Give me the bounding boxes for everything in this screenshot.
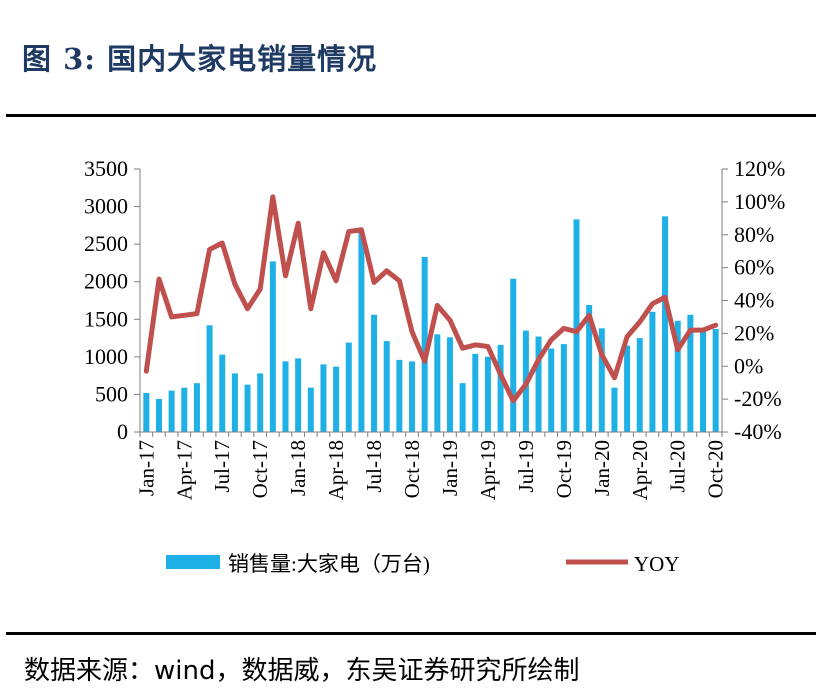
bar-May-18 bbox=[345, 342, 352, 432]
bar-Jan-17 bbox=[143, 392, 150, 432]
bar-Feb-19 bbox=[459, 383, 466, 432]
bar-Jul-20 bbox=[674, 320, 681, 432]
bar-Nov-19 bbox=[573, 219, 580, 432]
bar-Jul-17 bbox=[219, 354, 226, 432]
bar-Mar-17 bbox=[168, 390, 175, 432]
legend-bar-swatch bbox=[166, 555, 220, 569]
bar-Apr-17 bbox=[181, 387, 188, 432]
y-right-tick-label: 100% bbox=[734, 189, 785, 214]
y-left-tick-label: 2500 bbox=[84, 231, 128, 256]
x-tick-label: Jan-19 bbox=[438, 440, 462, 496]
figure-title: 图 3: 国内大家电销量情况 bbox=[22, 42, 378, 76]
bar-Aug-20 bbox=[687, 314, 694, 432]
bar-Aug-18 bbox=[383, 341, 390, 432]
bar-Sep-17 bbox=[244, 384, 251, 432]
x-tick-label: Jul-20 bbox=[666, 440, 690, 493]
yoy-line bbox=[143, 194, 719, 404]
bar-Feb-17 bbox=[155, 398, 162, 432]
bar-Apr-19 bbox=[484, 356, 491, 432]
bar-Nov-17 bbox=[269, 261, 276, 432]
x-tick-label: Jul-19 bbox=[514, 440, 538, 493]
bar-Feb-20 bbox=[611, 387, 618, 432]
bar-Jun-20 bbox=[662, 216, 669, 432]
bar-Dec-19 bbox=[586, 305, 593, 432]
bar-Sep-18 bbox=[396, 359, 403, 432]
bar-May-20 bbox=[649, 311, 656, 432]
y-left-tick-label: 3500 bbox=[84, 156, 128, 181]
y-right-tick-label: 120% bbox=[734, 156, 785, 181]
x-tick-label: Jan-18 bbox=[286, 440, 310, 496]
bar-Feb-18 bbox=[307, 387, 314, 432]
x-tick-label: Oct-20 bbox=[704, 440, 728, 498]
bar-Jun-17 bbox=[206, 325, 213, 432]
y-left-tick-label: 1500 bbox=[84, 306, 128, 331]
bar-Oct-17 bbox=[257, 373, 264, 432]
x-tick-label: Jan-20 bbox=[590, 440, 614, 496]
y-right-tick-label: -40% bbox=[734, 419, 782, 444]
bar-Oct-18 bbox=[409, 361, 416, 432]
bar-May-19 bbox=[497, 344, 504, 432]
bar-Jan-19 bbox=[446, 337, 453, 432]
bar-Aug-19 bbox=[535, 336, 542, 432]
bar-Jul-18 bbox=[371, 314, 378, 432]
bar-May-17 bbox=[193, 383, 200, 432]
y-left-tick-label: 3000 bbox=[84, 194, 128, 219]
x-tick-label: Apr-19 bbox=[476, 440, 500, 500]
bottom-rule bbox=[6, 632, 816, 635]
y-right-tick-label: 80% bbox=[734, 222, 774, 247]
bar-Apr-20 bbox=[636, 338, 643, 432]
bar-Jan-20 bbox=[598, 328, 605, 432]
x-tick-label: Apr-18 bbox=[324, 440, 348, 500]
top-rule bbox=[6, 114, 816, 117]
legend-line-label: YOY bbox=[634, 552, 680, 576]
y-right-tick-label: 20% bbox=[734, 320, 774, 345]
y-left-tick-label: 1000 bbox=[84, 344, 128, 369]
x-tick-label: Oct-19 bbox=[552, 440, 576, 498]
bar-Dec-17 bbox=[282, 361, 289, 432]
y-right-tick-label: 40% bbox=[734, 288, 774, 313]
bar-Mar-18 bbox=[320, 364, 327, 432]
bar-Aug-17 bbox=[231, 373, 238, 432]
bar-Oct-20 bbox=[712, 329, 719, 432]
x-tick-label: Oct-17 bbox=[248, 440, 272, 498]
bar-Jan-18 bbox=[295, 358, 302, 432]
y-right-tick-label: -20% bbox=[734, 386, 782, 411]
y-left-tick-label: 0 bbox=[117, 419, 128, 444]
x-tick-label: Apr-20 bbox=[628, 440, 652, 500]
bar-Dec-18 bbox=[434, 334, 441, 432]
y-left-tick-label: 2000 bbox=[84, 269, 128, 294]
legend-bar-label: 销售量:大家电（万台) bbox=[228, 552, 430, 576]
y-left-tick-label: 500 bbox=[95, 381, 128, 406]
y-right-tick-label: 60% bbox=[734, 255, 774, 280]
bar-Jun-18 bbox=[358, 232, 365, 432]
x-tick-label: Jul-17 bbox=[210, 440, 234, 493]
chart: 0 500 1000 1500 2000 2500 3000 3500 -40% -20% 0% 20… bbox=[84, 156, 785, 576]
source-note: 数据来源：wind，数据威，东吴证券研究所绘制 bbox=[24, 656, 580, 686]
y-right-tick-label: 0% bbox=[734, 353, 763, 378]
bar-Mar-20 bbox=[624, 345, 631, 432]
x-tick-label: Apr-17 bbox=[172, 440, 196, 500]
bar-Sep-20 bbox=[700, 331, 707, 432]
bar-Nov-18 bbox=[421, 256, 428, 432]
x-tick-label: Oct-18 bbox=[400, 440, 424, 498]
bar-Apr-18 bbox=[333, 366, 340, 432]
bar-Oct-19 bbox=[560, 344, 567, 432]
x-tick-label: Jul-18 bbox=[362, 440, 386, 493]
x-tick-label: Jan-17 bbox=[134, 440, 158, 496]
bar-Jun-19 bbox=[510, 278, 517, 432]
bar-Mar-19 bbox=[472, 353, 479, 432]
bar-Sep-19 bbox=[548, 348, 555, 432]
